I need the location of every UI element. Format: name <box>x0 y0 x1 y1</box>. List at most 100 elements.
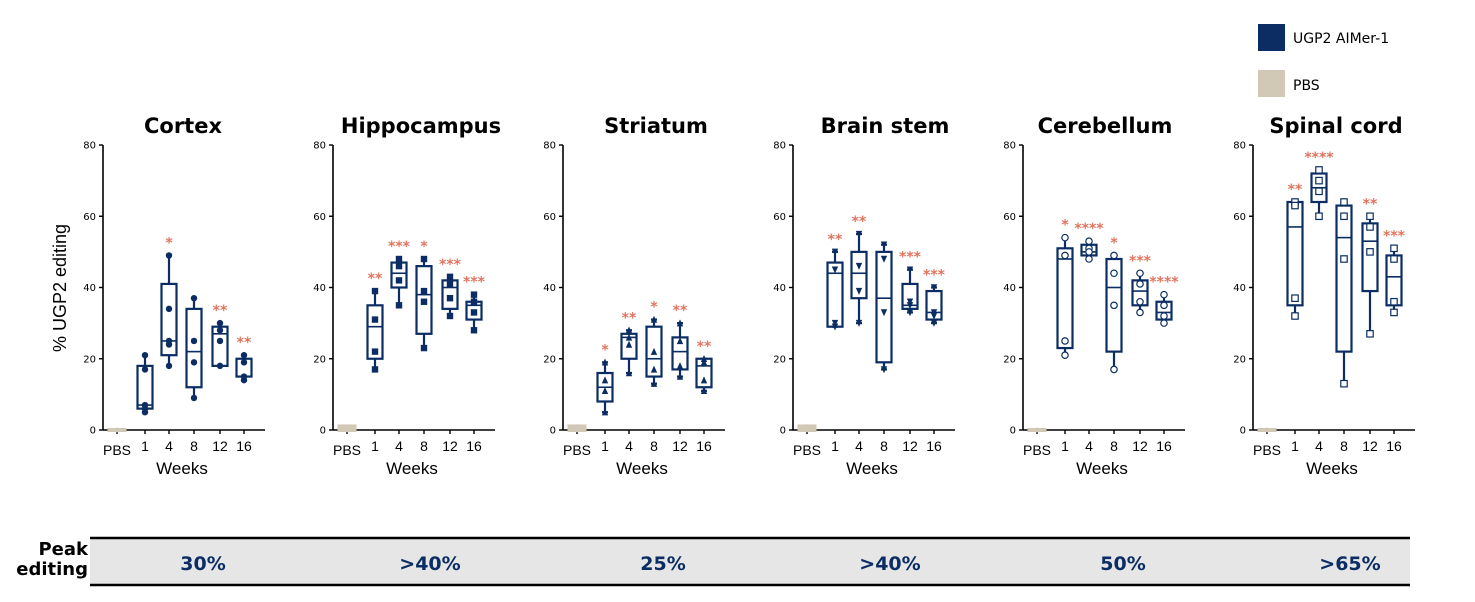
data-point <box>1291 312 1299 320</box>
x-tick-label-spinal-cord: 16 <box>1386 438 1402 454</box>
data-point <box>880 241 888 249</box>
pbs-point <box>1034 427 1040 433</box>
data-point <box>1315 187 1323 196</box>
box-striatum-1 <box>596 358 614 416</box>
data-point <box>1291 201 1299 210</box>
pbs-point <box>1264 427 1270 433</box>
panel-title-hippocampus: Hippocampus <box>341 114 501 138</box>
x-tick-label-striatum: 4 <box>625 438 633 454</box>
data-point <box>165 362 173 370</box>
box-cerebellum-8 <box>1105 251 1123 374</box>
data-point <box>930 312 938 320</box>
box-iqr <box>1385 254 1403 307</box>
x-tick-label-spinal-cord: 1 <box>1291 438 1299 454</box>
y-tick-label-brain-stem: 0 <box>780 426 786 437</box>
data-point <box>1110 301 1118 310</box>
legend-swatch-aimer <box>1258 24 1285 51</box>
x-tick-label-brain-stem: 16 <box>926 438 942 454</box>
data-point <box>1160 301 1168 310</box>
y-tick-label-cortex: 60 <box>83 212 96 223</box>
box-cortex-4 <box>160 252 178 370</box>
y-tick-label-cortex: 80 <box>83 141 96 152</box>
y-tick-label-spinal-cord: 80 <box>1233 141 1246 152</box>
data-point <box>1366 248 1374 256</box>
x-tick-label-cerebellum: 12 <box>1132 438 1148 454</box>
x-tick-label-spinal-cord: 12 <box>1362 438 1378 454</box>
data-point <box>1110 251 1118 260</box>
data-point <box>1340 379 1348 388</box>
x-tick-label-striatum: 8 <box>650 438 658 454</box>
significance-hippocampus-1: ** <box>368 271 383 287</box>
x-tick-label-striatum: 16 <box>696 438 712 454</box>
panel-title-striatum: Striatum <box>604 114 708 138</box>
data-point <box>395 302 403 309</box>
y-tick-label-cortex: 40 <box>83 283 96 294</box>
box-striatum-4 <box>620 326 638 377</box>
box-hippocampus-4 <box>390 255 408 309</box>
data-point <box>1366 330 1374 338</box>
data-point <box>470 309 478 316</box>
x-tick-label-hippocampus: 4 <box>395 438 403 454</box>
data-point <box>1085 237 1093 245</box>
data-point <box>1366 223 1374 231</box>
data-point <box>240 351 248 359</box>
data-point <box>1340 255 1348 263</box>
data-point <box>371 316 379 323</box>
x-axis-label-hippocampus: Weeks <box>386 459 438 478</box>
x-tick-label-striatum: 12 <box>672 438 688 454</box>
box-cortex-16 <box>235 351 253 384</box>
data-point <box>1136 269 1144 278</box>
data-point <box>625 369 633 377</box>
y-tick-label-striatum: 20 <box>543 354 556 365</box>
y-tick-label-brain-stem: 20 <box>773 354 786 365</box>
data-point <box>395 255 403 263</box>
box-cerebellum-12 <box>1131 269 1149 317</box>
significance-hippocampus-4: *** <box>388 239 411 255</box>
data-point <box>906 309 914 317</box>
pbs-point <box>114 427 120 433</box>
data-point <box>906 298 914 306</box>
data-point <box>700 376 708 384</box>
y-tick-label-brain-stem: 60 <box>773 212 786 223</box>
x-tick-label-striatum: PBS <box>563 442 591 458</box>
significance-striatum-12: ** <box>673 303 688 319</box>
y-tick-label-hippocampus: 20 <box>313 354 326 365</box>
data-point <box>420 287 428 295</box>
data-point <box>1390 255 1398 263</box>
data-point <box>1340 212 1348 221</box>
data-point <box>831 248 839 256</box>
panel-title-brain-stem: Brain stem <box>821 114 950 138</box>
significance-hippocampus-12: *** <box>439 257 462 273</box>
data-point <box>1110 365 1118 374</box>
peak-band-bg <box>90 538 1410 585</box>
data-point <box>650 379 658 387</box>
y-tick-label-cortex: 20 <box>83 354 96 365</box>
data-point <box>190 294 198 302</box>
x-tick-label-cortex: 8 <box>190 438 198 454</box>
data-point <box>700 358 708 366</box>
data-point <box>1110 269 1118 278</box>
x-tick-label-cerebellum: PBS <box>1023 442 1051 458</box>
box-iqr <box>850 250 868 300</box>
y-tick-label-striatum: 80 <box>543 141 556 152</box>
peak-value-spinal-cord: >65% <box>1319 553 1380 575</box>
data-point <box>676 372 684 380</box>
x-tick-label-cortex: 12 <box>212 438 228 454</box>
peak-label-line2: editing <box>16 559 88 580</box>
x-tick-label-cerebellum: 8 <box>1110 438 1118 454</box>
x-tick-label-hippocampus: 8 <box>420 438 428 454</box>
box-iqr <box>1361 222 1379 293</box>
y-tick-label-spinal-cord: 20 <box>1233 354 1246 365</box>
data-point <box>1061 337 1069 345</box>
data-point <box>446 273 454 281</box>
data-point <box>141 351 149 359</box>
peak-value-brain-stem: >40% <box>859 553 920 575</box>
data-point <box>371 348 379 355</box>
significance-cerebellum-8: * <box>1110 235 1118 251</box>
data-point <box>1160 290 1168 299</box>
data-point <box>601 376 609 384</box>
significance-striatum-16: ** <box>697 339 712 355</box>
y-tick-label-striatum: 60 <box>543 212 556 223</box>
x-tick-label-spinal-cord: 4 <box>1315 438 1323 454</box>
